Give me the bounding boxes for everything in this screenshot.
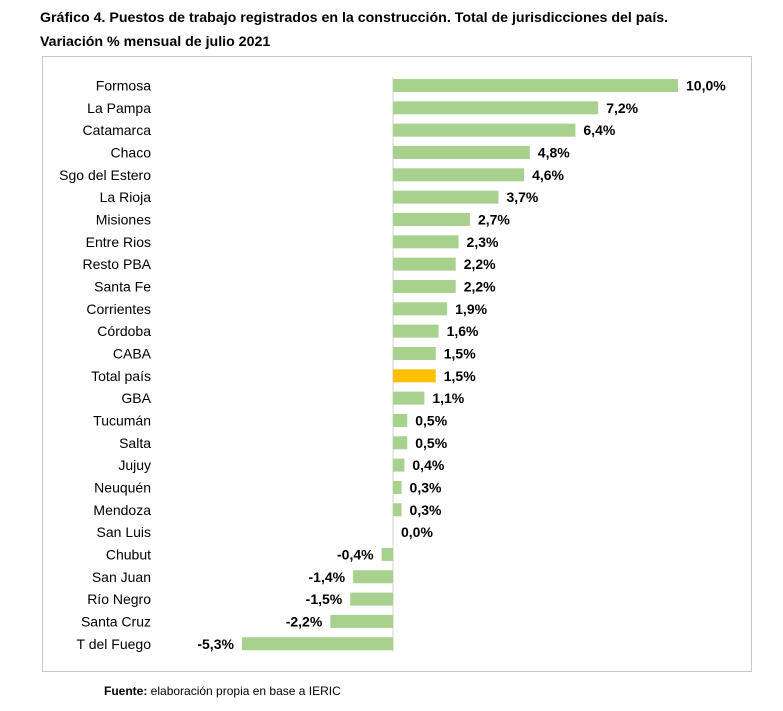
category-label: San Luis xyxy=(97,524,151,540)
data-label: 6,4% xyxy=(583,122,615,138)
category-label: Entre Rios xyxy=(86,234,151,250)
category-label: Tucumán xyxy=(93,412,151,428)
data-label: 2,2% xyxy=(464,278,496,294)
data-label: 4,6% xyxy=(532,167,564,183)
bar xyxy=(393,503,402,517)
bar xyxy=(393,480,402,494)
chart-title-line-2: Variación % mensual de julio 2021 xyxy=(40,34,271,50)
bar xyxy=(393,413,408,427)
chart-frame: Formosa 10,0% La Pampa 7,2% Catamarca 6,4% Cha… xyxy=(42,56,752,672)
category-label: GBA xyxy=(121,390,151,406)
data-label: 1,6% xyxy=(447,323,479,339)
category-label: Corrientes xyxy=(86,301,151,317)
category-label: T del Fuego xyxy=(77,636,152,652)
data-label: 1,9% xyxy=(455,301,487,317)
category-label: Río Negro xyxy=(87,591,151,607)
data-label: 1,1% xyxy=(432,390,464,406)
data-label: -1,4% xyxy=(309,569,346,585)
category-label: Santa Cruz xyxy=(81,613,151,629)
data-label: 2,3% xyxy=(467,234,499,250)
data-label: 0,5% xyxy=(415,435,447,451)
category-label: La Rioja xyxy=(100,189,152,205)
data-label: 7,2% xyxy=(606,100,638,116)
bar xyxy=(330,614,393,628)
category-label: Formosa xyxy=(96,78,151,94)
bar xyxy=(393,168,525,182)
data-label: 1,5% xyxy=(444,368,476,384)
category-label: Salta xyxy=(119,435,151,451)
data-label: 4,8% xyxy=(538,144,570,160)
data-label: -5,3% xyxy=(197,636,234,652)
data-label: 2,2% xyxy=(464,256,496,272)
bar xyxy=(393,145,530,159)
bar xyxy=(393,212,470,226)
source-note: Fuente: elaboración propia en base a IER… xyxy=(104,684,341,698)
source-label: Fuente: xyxy=(104,684,148,698)
data-label: -0,4% xyxy=(337,546,374,562)
chart-title-line-1: Gráfico 4. Puestos de trabajo registrado… xyxy=(40,10,669,26)
category-label: Jujuy xyxy=(118,457,151,473)
bar xyxy=(350,592,393,606)
bar xyxy=(393,302,448,316)
bar xyxy=(393,235,459,249)
category-label: San Juan xyxy=(92,569,151,585)
data-label: 3,7% xyxy=(506,189,538,205)
category-label: Total país xyxy=(91,368,151,384)
bar xyxy=(353,570,393,584)
source-text: elaboración propia en base a IERIC xyxy=(147,684,341,698)
bar xyxy=(381,547,393,561)
bar xyxy=(393,391,425,405)
category-label: CABA xyxy=(113,345,152,361)
bar xyxy=(393,123,576,137)
category-label: Chubut xyxy=(106,546,151,562)
category-label: Chaco xyxy=(111,144,152,160)
bar-chart: Formosa 10,0% La Pampa 7,2% Catamarca 6,4% Cha… xyxy=(59,77,726,652)
data-label: 0,3% xyxy=(410,502,442,518)
category-label: Santa Fe xyxy=(94,278,151,294)
data-label: 2,7% xyxy=(478,211,510,227)
category-label: Resto PBA xyxy=(83,256,152,272)
bar xyxy=(393,101,599,115)
category-label: Misiones xyxy=(96,211,151,227)
data-label: 1,5% xyxy=(444,345,476,361)
bar xyxy=(393,324,439,338)
highlight-bar xyxy=(393,369,436,383)
category-label: Neuquén xyxy=(94,479,151,495)
category-label: Catamarca xyxy=(83,122,152,138)
data-label: -2,2% xyxy=(286,613,323,629)
category-label: La Pampa xyxy=(87,100,151,116)
data-label: 0,3% xyxy=(410,479,442,495)
bar xyxy=(393,458,405,472)
bar xyxy=(393,346,436,360)
bar xyxy=(393,279,456,293)
data-label: 0,0% xyxy=(401,524,433,540)
bar xyxy=(241,637,393,651)
bar xyxy=(393,190,499,204)
category-label: Sgo del Estero xyxy=(59,167,151,183)
category-label: Mendoza xyxy=(93,502,151,518)
data-label: 0,4% xyxy=(412,457,444,473)
data-label: 0,5% xyxy=(415,412,447,428)
data-label: 10,0% xyxy=(686,78,726,94)
bar xyxy=(393,436,408,450)
bar xyxy=(393,257,456,271)
data-label: -1,5% xyxy=(306,591,343,607)
category-label: Córdoba xyxy=(97,323,151,339)
chart-title: Gráfico 4. Puestos de trabajo registrado… xyxy=(40,6,752,54)
bar xyxy=(393,79,678,92)
